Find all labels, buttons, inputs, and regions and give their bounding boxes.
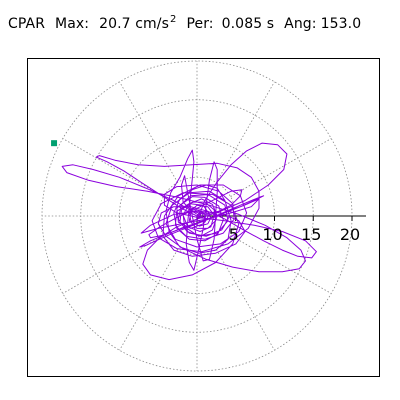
max-marker (51, 140, 58, 147)
x-tick-label-5: 5 (229, 225, 239, 244)
tick-labels: 5 10 15 20 (229, 225, 361, 244)
chart-header: CPAR Max: 20.7 cm/s2 Per: 0.085 s Ang: 153.0 (8, 14, 371, 32)
per-group: Per: 0.085 s (186, 16, 274, 32)
axes (196, 215, 366, 226)
x-tick-label-15: 15 (301, 225, 321, 244)
plot-frame (27, 58, 380, 377)
trace-layer (61, 142, 317, 281)
max-label: Max: (55, 16, 90, 32)
ang-group: Ang: 153.0 (284, 16, 361, 32)
max-exponent: 2 (169, 14, 177, 25)
max-group: Max: 20.7 cm/s2 (55, 14, 177, 32)
x-tick-label-20: 20 (340, 225, 360, 244)
per-value: 0.085 s (221, 16, 275, 32)
per-label: Per: (186, 16, 214, 32)
marker-layer (51, 140, 58, 147)
station-name: CPAR (8, 16, 46, 32)
ang-label: Ang: (284, 16, 317, 32)
ang-value: 153.0 (320, 16, 362, 32)
x-tick-label-10: 10 (262, 225, 282, 244)
trace-line-0 (61, 142, 317, 281)
max-value: 20.7 cm/s (99, 16, 169, 32)
